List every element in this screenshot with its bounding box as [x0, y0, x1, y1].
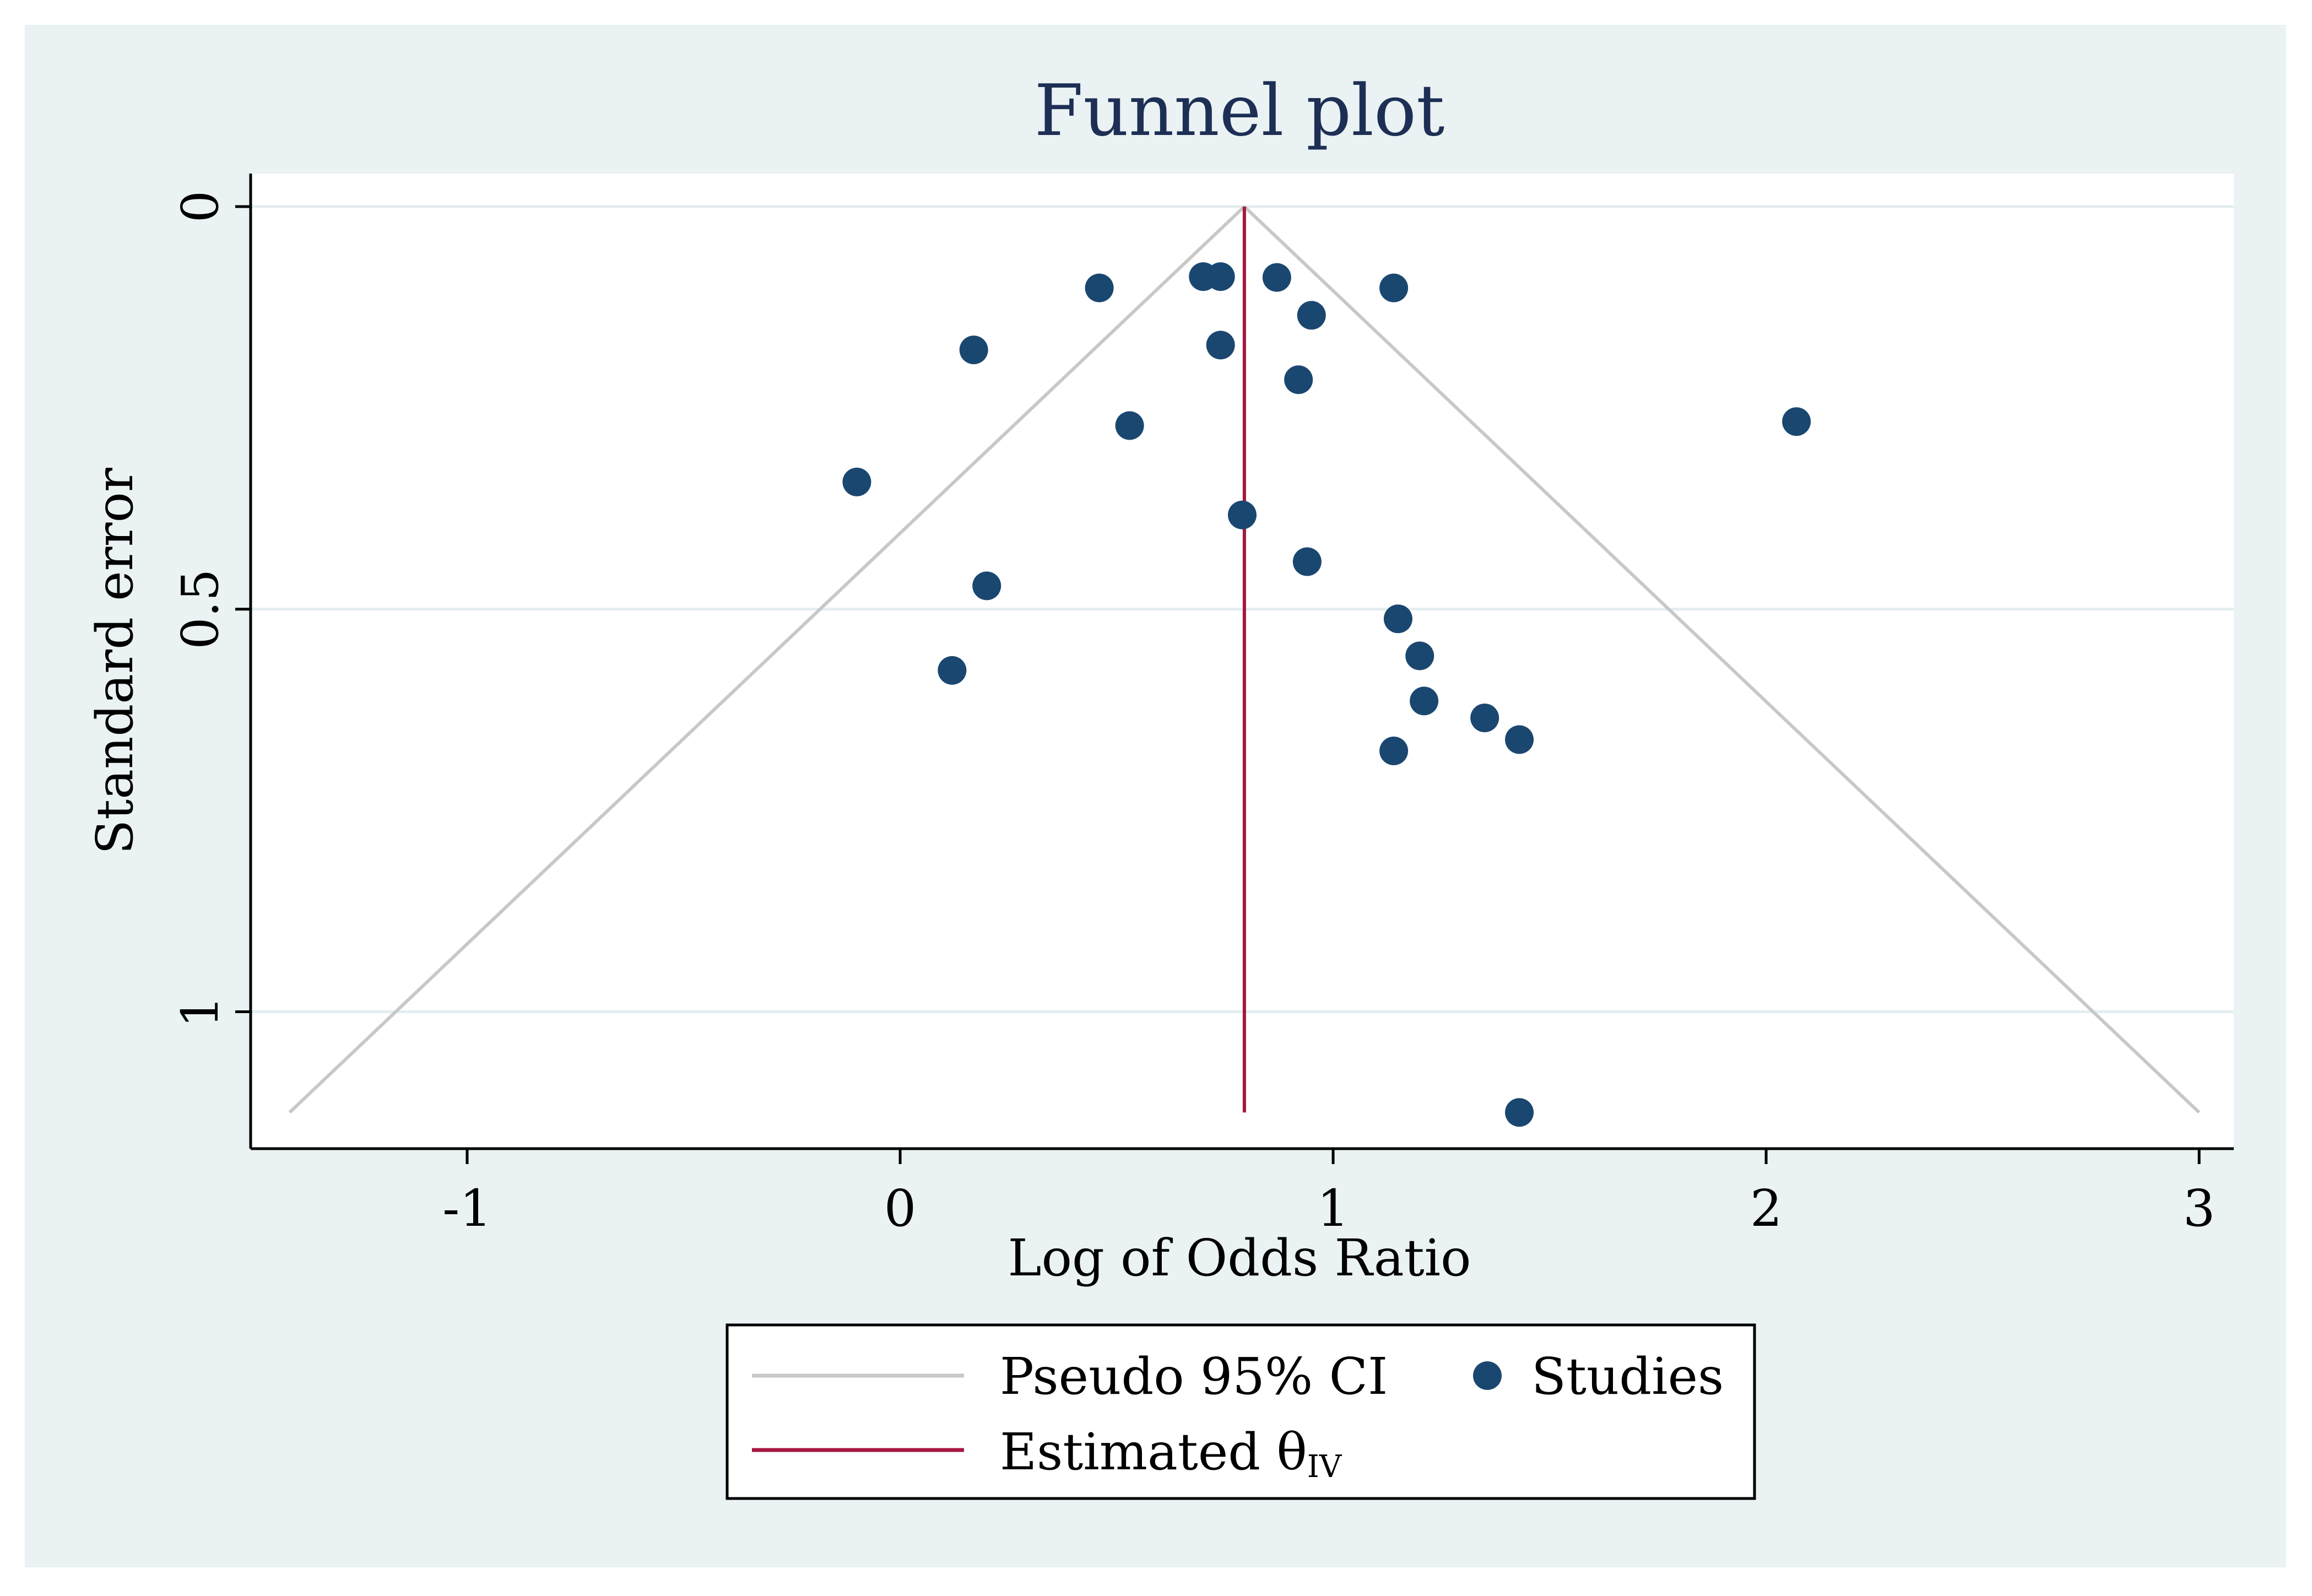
legend-box	[725, 1323, 1756, 1500]
study-point-16	[1405, 641, 1434, 670]
legend: Pseudo 95% CI Studies Estimated θIV	[725, 1323, 1756, 1500]
study-point-10	[1115, 411, 1144, 440]
study-point-18	[1410, 686, 1439, 716]
study-point-11	[842, 467, 871, 496]
study-point-22	[1505, 1098, 1534, 1127]
study-point-9	[1782, 407, 1811, 436]
legend-ci-label: Pseudo 95% CI	[1000, 1347, 1388, 1406]
ci-line-left	[288, 205, 1246, 1114]
study-points	[842, 262, 1811, 1127]
legend-studies-label: Studies	[1531, 1347, 1724, 1406]
axes	[249, 174, 2234, 1150]
x-tick-label-3: 2	[1750, 1179, 1783, 1238]
x-ticks: -1 0 1 2 3	[442, 1149, 2215, 1238]
x-tick-label-2: 1	[1317, 1179, 1350, 1238]
study-point-6	[959, 336, 988, 365]
study-point-0	[1085, 273, 1114, 302]
y-tick-label-0: 0	[171, 191, 230, 223]
study-point-20	[1505, 725, 1534, 754]
x-tick-label-0: -1	[442, 1179, 492, 1238]
study-point-13	[1292, 547, 1322, 576]
legend-estimate-text: Estimated θ	[1000, 1422, 1307, 1481]
study-point-17	[938, 656, 967, 685]
legend-studies-marker	[1473, 1361, 1502, 1390]
y-tick-label-2: 1	[171, 996, 230, 1028]
legend-estimate-subscript: IV	[1307, 1449, 1342, 1485]
x-tick-label-1: 0	[884, 1179, 917, 1238]
study-point-4	[1379, 273, 1409, 302]
study-point-21	[1379, 737, 1409, 765]
study-point-3	[1262, 263, 1291, 292]
x-tick-label-4: 3	[2183, 1179, 2216, 1238]
study-point-14	[972, 571, 1001, 600]
chart-title: Funnel plot	[1035, 70, 1445, 152]
plot-area	[251, 174, 2234, 1149]
ci-line-right	[1243, 205, 2201, 1114]
study-point-15	[1383, 604, 1412, 634]
y-tick-label-1: 0.5	[171, 569, 230, 650]
legend-estimate-label: Estimated θIV	[1000, 1422, 1342, 1485]
study-point-8	[1284, 365, 1313, 394]
x-axis-label: Log of Odds Ratio	[1008, 1229, 1471, 1287]
study-point-2	[1206, 262, 1235, 291]
pseudo-ci-lines	[288, 205, 2201, 1114]
study-point-5	[1297, 301, 1326, 330]
study-point-12	[1228, 500, 1257, 529]
study-point-7	[1206, 331, 1235, 360]
y-ticks: 00.51	[171, 191, 251, 1028]
y-axis-label: Standard error	[85, 468, 144, 854]
study-point-19	[1470, 704, 1499, 733]
